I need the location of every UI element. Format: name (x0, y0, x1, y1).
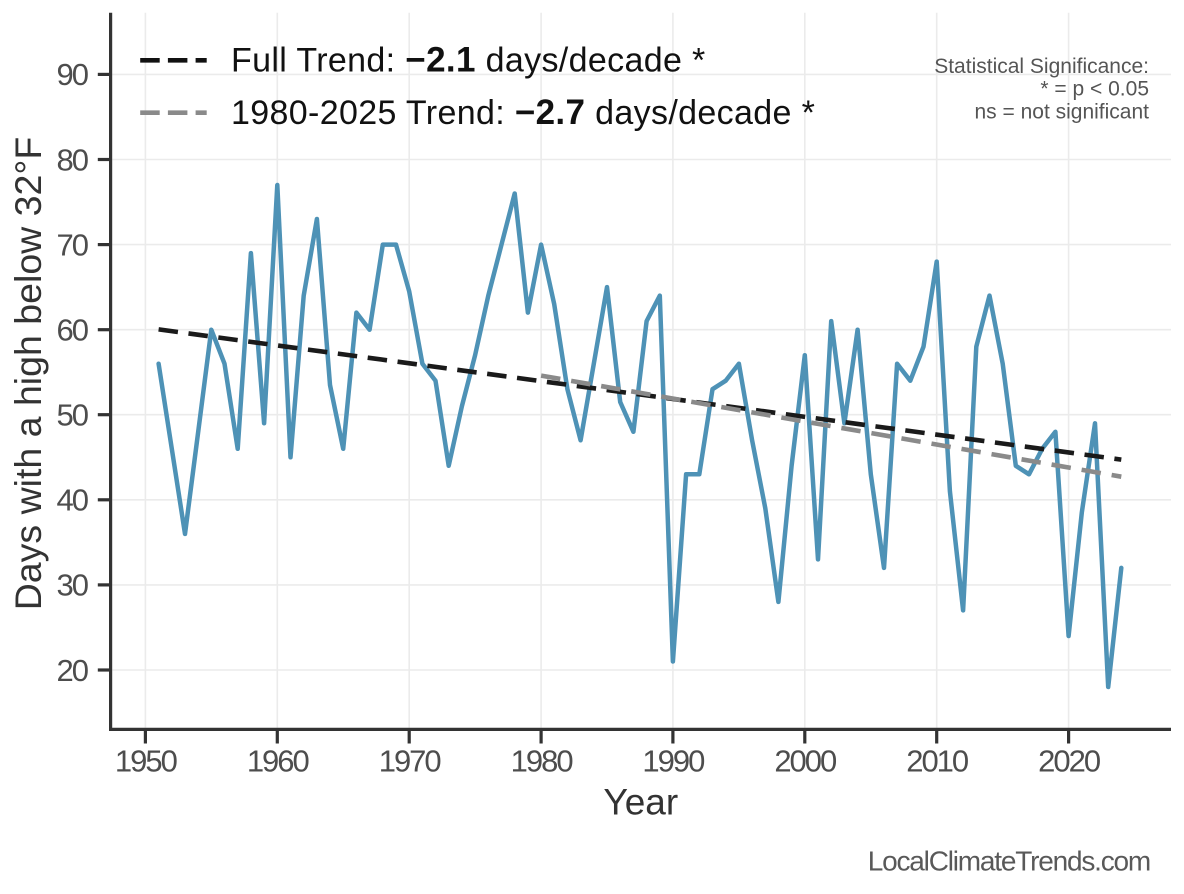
svg-text:1960: 1960 (247, 744, 310, 779)
svg-text:1990: 1990 (642, 744, 705, 779)
svg-text:1950: 1950 (115, 744, 178, 779)
svg-text:30: 30 (57, 568, 89, 603)
svg-text:ns = not significant: ns = not significant (974, 101, 1149, 124)
svg-text:LocalClimateTrends.com: LocalClimateTrends.com (868, 846, 1150, 877)
svg-text:40: 40 (57, 483, 89, 518)
svg-text:1980-2025 Trend: −2.7 days/dec: 1980-2025 Trend: −2.7 days/decade * (231, 93, 815, 132)
svg-text:70: 70 (57, 227, 89, 262)
svg-text:1980: 1980 (511, 744, 574, 779)
svg-text:80: 80 (57, 142, 89, 177)
svg-text:1970: 1970 (379, 744, 442, 779)
svg-text:90: 90 (57, 57, 89, 92)
svg-text:2000: 2000 (774, 744, 837, 779)
svg-text:2020: 2020 (1038, 744, 1101, 779)
svg-text:Full Trend: −2.1 days/decade *: Full Trend: −2.1 days/decade * (231, 41, 706, 80)
svg-text:50: 50 (57, 398, 89, 433)
svg-text:2010: 2010 (906, 744, 969, 779)
svg-text:* = p < 0.05: * = p < 0.05 (1040, 78, 1149, 101)
svg-text:Year: Year (603, 782, 678, 823)
svg-text:Days with a high below 32°F: Days with a high below 32°F (7, 137, 49, 611)
svg-text:Statistical Significance:: Statistical Significance: (934, 55, 1149, 78)
svg-text:20: 20 (57, 653, 89, 688)
svg-text:60: 60 (57, 313, 89, 348)
